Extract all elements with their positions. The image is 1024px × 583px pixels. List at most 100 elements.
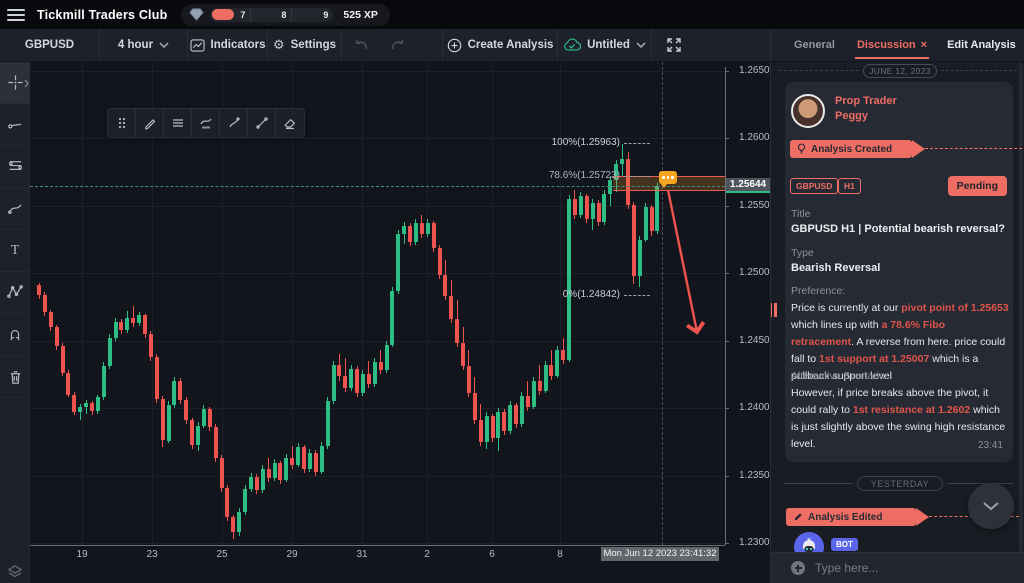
text-run: which is just slightly above the swing h…	[791, 404, 1006, 450]
fullscreen-button[interactable]	[652, 29, 696, 61]
fib-lines-icon[interactable]	[164, 109, 192, 137]
candle	[296, 447, 301, 465]
menu-icon[interactable]	[7, 8, 25, 21]
tab-general[interactable]: General	[794, 29, 835, 61]
text-run: which is a pullback support level	[791, 353, 979, 382]
message-input[interactable]: Type here...	[815, 561, 879, 575]
trendline-icon	[7, 123, 21, 129]
close-icon[interactable]: ×	[920, 39, 928, 51]
time-axis-label: 6	[489, 549, 495, 560]
candle	[101, 366, 106, 398]
candle	[596, 203, 601, 223]
create-analysis-button[interactable]: Create Analysis	[442, 29, 558, 61]
message-input-bar[interactable]: Type here...	[771, 552, 1024, 583]
panel-scrollbar[interactable]	[1019, 62, 1023, 552]
text-run: . A reverse from here. price could fall …	[791, 336, 1006, 365]
scroll-to-bottom-button[interactable]	[968, 483, 1014, 529]
price-tick	[725, 543, 729, 544]
candle-wick	[550, 350, 552, 380]
settings-button[interactable]: ⚙ Settings	[268, 29, 342, 61]
candle	[84, 402, 89, 407]
bearish-arrow[interactable]	[640, 180, 720, 350]
fib-level-label: 0%(1.24842)	[562, 288, 620, 300]
crosshair-tool[interactable]	[0, 62, 30, 104]
candle	[637, 239, 642, 276]
price-tick	[725, 408, 729, 410]
brush-icon	[7, 204, 22, 215]
symbol-button[interactable]: GBPUSD	[0, 29, 100, 61]
drag-handle-icon[interactable]	[108, 109, 136, 137]
gridline	[292, 62, 293, 545]
discussion-panel: JUNE 12, 2023 Prop Trader Peggy Analysis…	[770, 62, 1024, 583]
fib-retracement-tool[interactable]	[0, 146, 30, 188]
timeframe-dropdown[interactable]: 4 hour	[100, 29, 188, 61]
candle-wick	[85, 400, 87, 414]
indicators-button[interactable]: Indicators	[188, 29, 268, 61]
price-axis[interactable]	[725, 67, 726, 545]
fib-level-dash	[624, 143, 650, 145]
text-run: Price is currently at our	[791, 302, 902, 314]
highlighted-text: 1st resistance at 1.2602	[852, 404, 971, 416]
redo-button[interactable]	[379, 29, 416, 61]
candle	[478, 420, 483, 442]
candle	[260, 468, 265, 491]
xp-widget[interactable]: 7 8 9 525 XP	[181, 3, 390, 26]
candle	[125, 317, 130, 330]
save-status-dropdown[interactable]: Untitled	[558, 29, 652, 61]
brush-tool[interactable]	[0, 188, 30, 230]
tab-discussion[interactable]: Discussion ×	[854, 29, 930, 61]
candle	[107, 338, 112, 367]
drawing-toolbar: T	[0, 62, 30, 583]
divider	[779, 70, 859, 71]
candle	[119, 321, 124, 330]
author-name[interactable]: Prop Trader Peggy	[835, 94, 897, 124]
chevron-down-icon	[636, 42, 646, 48]
pen-tool-icon[interactable]	[220, 109, 248, 137]
candle	[649, 207, 654, 232]
layers-icon[interactable]	[4, 562, 26, 582]
price-tick	[725, 340, 729, 342]
gridline	[152, 62, 153, 545]
avatar[interactable]	[791, 94, 825, 128]
chart-canvas[interactable]: 100%(1.25963) 78.6%(1.25723) 0%(1.24842) 1…	[30, 62, 775, 583]
text-tool-icon: T	[10, 242, 20, 258]
robot-icon	[803, 538, 815, 552]
eraser-tool-icon[interactable]	[276, 109, 304, 137]
brush-color-icon[interactable]	[192, 109, 220, 137]
unread-indicator	[771, 303, 777, 317]
analysis-message-card[interactable]: Prop Trader Peggy Analysis Created GBPUS…	[785, 82, 1024, 462]
candle	[37, 285, 41, 295]
trendline-tool[interactable]	[0, 104, 30, 146]
candle	[331, 364, 336, 402]
candle	[290, 458, 295, 465]
candle	[343, 375, 348, 388]
pencil-icon	[794, 513, 802, 521]
pattern-tool[interactable]	[0, 272, 30, 314]
tab-edit-analysis[interactable]: Edit Analysis	[947, 29, 1016, 61]
attach-plus-icon[interactable]	[791, 561, 805, 575]
divider	[416, 29, 442, 61]
price-tick	[725, 138, 729, 140]
candle	[402, 226, 407, 235]
top-bar: Tickmill Traders Club 7 8 9 525 XP	[0, 0, 1024, 29]
delete-tool[interactable]	[0, 356, 30, 398]
magnet-tool[interactable]	[0, 314, 30, 356]
line-tool-icon[interactable]	[248, 109, 276, 137]
text-tool[interactable]: T	[0, 230, 30, 272]
candle	[531, 381, 536, 407]
timeframe-label: 4 hour	[117, 39, 154, 51]
magnet-icon	[10, 329, 20, 340]
settings-label: Settings	[290, 39, 337, 51]
alternative-label: Alternative Scenario:	[791, 370, 888, 382]
time-axis[interactable]	[30, 545, 725, 546]
candle	[201, 409, 206, 426]
title-label: Title	[791, 208, 811, 220]
pencil-tool-icon[interactable]	[136, 109, 164, 137]
comment-marker-icon[interactable]	[659, 171, 677, 188]
bulb-icon	[797, 143, 806, 154]
undo-button[interactable]	[342, 29, 379, 61]
gridline	[362, 62, 363, 545]
price-axis-label: 1.26500	[739, 65, 776, 76]
status-badge[interactable]: Pending	[947, 176, 1007, 196]
candle	[196, 425, 201, 445]
